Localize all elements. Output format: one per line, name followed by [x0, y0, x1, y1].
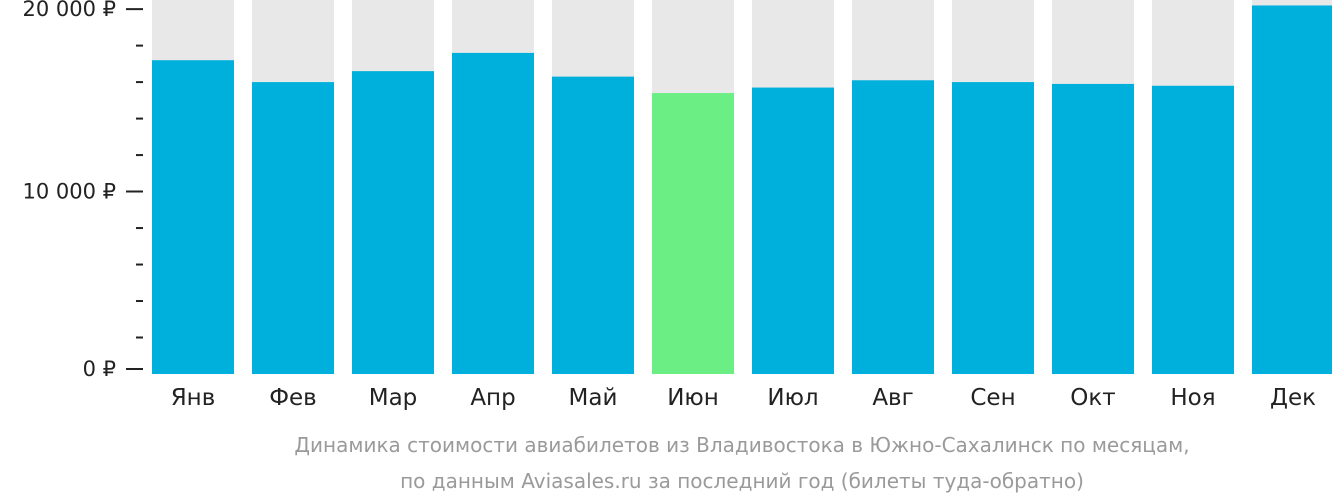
x-tick-label: Фев	[269, 385, 317, 411]
bar-11	[1152, 85, 1234, 374]
bar-5	[552, 76, 634, 374]
bars	[152, 0, 1332, 375]
x-tick-label: Янв	[171, 385, 216, 411]
x-tick-label: Апр	[470, 385, 515, 411]
bar-12	[1252, 5, 1332, 374]
x-axis: Янв Фев Мар Апр Май Июн Июл Авг Сен Окт Ноя Дек	[171, 385, 1316, 411]
x-tick-label: Ноя	[1170, 385, 1215, 411]
x-tick-label: Май	[569, 385, 618, 411]
bar-2	[252, 82, 334, 374]
bar-7	[752, 87, 834, 374]
x-tick-label: Июн	[667, 385, 719, 411]
x-tick-label: Авг	[872, 385, 913, 411]
chart-caption-line-2: по данным Aviasales.ru за последний год …	[400, 469, 1084, 493]
x-tick-label: Окт	[1070, 385, 1115, 411]
y-tick-label: 10 000 ₽	[22, 180, 116, 204]
x-tick-label: Дек	[1270, 385, 1316, 411]
bar-4	[452, 52, 534, 374]
y-axis: 0 ₽ 10 000 ₽ 20 000 ₽	[22, 0, 143, 381]
bar-10	[1052, 83, 1134, 375]
y-tick-label: 20 000 ₽	[22, 0, 116, 21]
x-tick-label: Сен	[970, 385, 1015, 411]
bar-9	[952, 82, 1034, 374]
bar-3	[352, 71, 434, 375]
x-tick-label: Июл	[767, 385, 818, 411]
chart-caption-line-1: Динамика стоимости авиабилетов из Владив…	[294, 433, 1189, 457]
x-tick-label: Мар	[369, 385, 418, 411]
bar-6	[652, 93, 734, 375]
y-tick-label: 0 ₽	[83, 357, 116, 381]
bar-8	[852, 80, 934, 375]
bar-1	[152, 60, 234, 374]
